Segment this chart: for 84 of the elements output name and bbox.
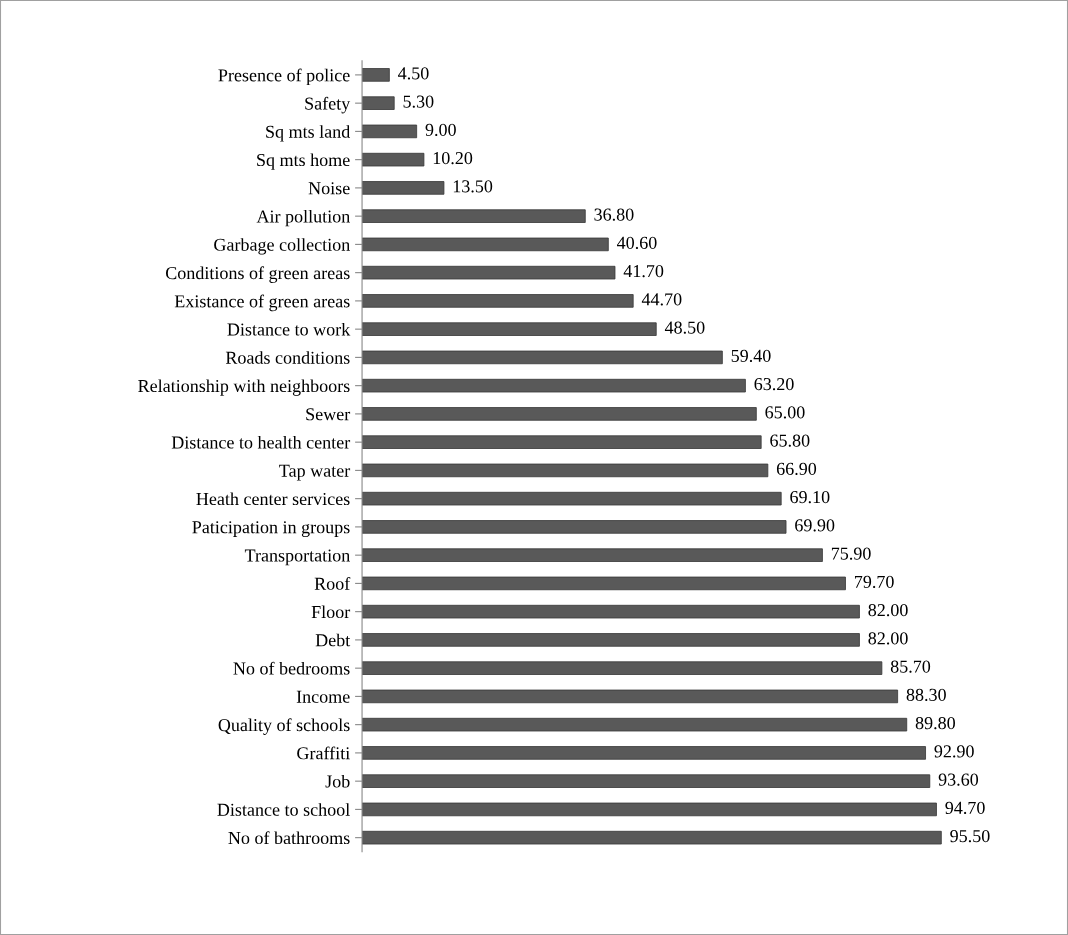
bar bbox=[362, 604, 860, 619]
y-tick-label: Distance to school bbox=[217, 803, 350, 816]
y-tick-label: Paticipation in groups bbox=[192, 521, 350, 538]
data-label: 88.30 bbox=[906, 688, 946, 702]
data-label: 95.50 bbox=[950, 829, 990, 843]
y-tick-label: Air pollution bbox=[256, 209, 350, 227]
bar bbox=[362, 717, 908, 732]
y-tick-label: Tap water bbox=[279, 464, 351, 481]
data-label: 63.20 bbox=[754, 377, 794, 391]
y-tick-label: Floor bbox=[311, 605, 351, 619]
data-label: 75.90 bbox=[831, 547, 871, 560]
bar bbox=[362, 633, 860, 647]
y-tick-label: Sq mts home bbox=[257, 153, 350, 170]
bar bbox=[362, 294, 634, 308]
data-label: 82.00 bbox=[868, 632, 908, 645]
y-tick-label: Relationship with neighboors bbox=[138, 379, 350, 396]
data-label: 65.80 bbox=[770, 434, 810, 447]
bar bbox=[362, 548, 823, 562]
y-tick-label: Roof bbox=[314, 576, 351, 590]
bar bbox=[362, 830, 942, 845]
data-label: 69.10 bbox=[790, 490, 830, 504]
y-tick-label: Heath center services bbox=[196, 492, 350, 506]
data-label: 85.70 bbox=[890, 660, 931, 673]
bar bbox=[362, 520, 787, 534]
y-tick-label: Conditions of green areas bbox=[165, 266, 350, 283]
bar bbox=[362, 378, 746, 393]
y-tick-label: Noise bbox=[308, 182, 350, 195]
bar bbox=[362, 181, 445, 195]
y-tick-label: Sq mts land bbox=[266, 125, 351, 142]
y-tick-label: No of bedrooms bbox=[233, 661, 350, 675]
y-tick-label: No of bathrooms bbox=[228, 831, 350, 845]
bar bbox=[362, 774, 931, 788]
bar bbox=[362, 265, 616, 280]
bar bbox=[362, 435, 762, 449]
bar bbox=[362, 322, 657, 336]
bar bbox=[362, 463, 769, 478]
data-label: 93.60 bbox=[938, 773, 979, 786]
y-tick-label: Debt bbox=[315, 633, 351, 647]
data-label: 69.90 bbox=[795, 519, 835, 532]
bar bbox=[362, 68, 390, 82]
y-tick-label: Distance to health center bbox=[171, 435, 351, 449]
y-tick-label: Roads conditions bbox=[225, 351, 350, 364]
data-label: 13.50 bbox=[453, 180, 493, 193]
data-label: 66.90 bbox=[776, 462, 817, 475]
y-tick-label: Presence of police bbox=[218, 68, 350, 86]
bar bbox=[362, 689, 899, 704]
bar bbox=[362, 491, 782, 506]
data-label: 48.50 bbox=[664, 321, 705, 334]
bar bbox=[362, 124, 418, 139]
bar bbox=[362, 661, 883, 675]
data-label: 92.90 bbox=[934, 745, 974, 758]
data-label: 79.70 bbox=[855, 575, 894, 589]
data-label: 5.30 bbox=[403, 95, 434, 108]
y-tick-label: Distance to work bbox=[227, 322, 351, 336]
y-tick-label: Graffiti bbox=[297, 746, 350, 760]
y-tick-label: Transportation bbox=[244, 549, 350, 566]
data-label: 59.40 bbox=[731, 349, 771, 362]
y-tick-label: Job bbox=[325, 774, 350, 788]
data-label: 40.60 bbox=[617, 236, 657, 249]
data-label: 89.80 bbox=[915, 716, 955, 730]
bar bbox=[362, 746, 926, 760]
data-label: 82.00 bbox=[868, 603, 908, 617]
data-label: 4.50 bbox=[398, 67, 429, 80]
bar bbox=[362, 802, 937, 817]
y-tick-label: Income bbox=[296, 690, 350, 703]
y-tick-label: Safety bbox=[305, 96, 351, 114]
y-tick-label: Sewer bbox=[306, 408, 351, 421]
bar bbox=[362, 350, 723, 365]
data-label: 10.20 bbox=[433, 151, 473, 165]
data-label: 65.00 bbox=[765, 406, 805, 419]
bar bbox=[362, 96, 395, 110]
bar bbox=[362, 576, 846, 591]
y-tick-label: Quality of schools bbox=[218, 718, 350, 735]
data-label: 9.00 bbox=[425, 123, 456, 136]
bar bbox=[362, 237, 609, 252]
data-label: 94.70 bbox=[945, 801, 985, 815]
y-tick-label: Existance of green areas bbox=[174, 294, 350, 312]
data-label: 44.70 bbox=[641, 293, 682, 306]
data-label: 41.70 bbox=[623, 264, 664, 278]
bar bbox=[362, 209, 586, 223]
data-label: 36.80 bbox=[594, 208, 634, 221]
bar bbox=[362, 407, 757, 421]
y-tick-label: Garbage collection bbox=[214, 238, 350, 255]
bar bbox=[362, 152, 425, 167]
